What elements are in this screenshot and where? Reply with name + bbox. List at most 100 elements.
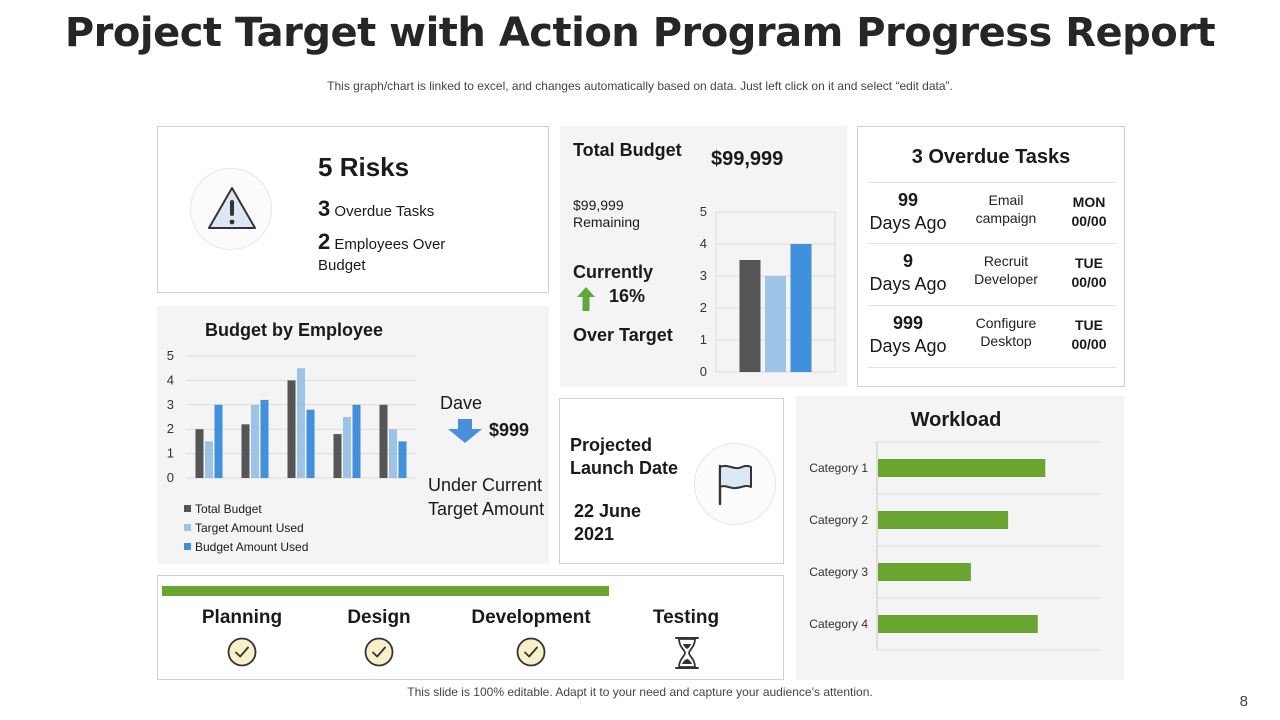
y-tick-label: 3: [700, 268, 707, 283]
days-label: Days Ago: [869, 213, 947, 233]
weekday: TUE: [1075, 255, 1103, 271]
employee-description: Under Current Target Amount: [428, 475, 545, 519]
y-tick-label: 0: [700, 364, 707, 379]
legend-budget-amount-used: Budget Amount Used: [184, 540, 308, 554]
date: 00/00: [1071, 213, 1107, 229]
overdue-task: Recruit Developer: [974, 253, 1038, 287]
overdue-days: 99 Days Ago: [868, 189, 948, 235]
risks-employees-line: 2 Employees Over Budget: [318, 231, 478, 276]
arrow-down-icon: [448, 419, 482, 443]
y-tick-label: 4: [700, 236, 707, 251]
employee-name: Dave: [440, 393, 483, 413]
warning-icon-ring: [190, 168, 272, 250]
bar: [352, 404, 361, 478]
legend-target-amount-used: Target Amount Used: [184, 521, 304, 535]
overdue-date: MON 00/00: [1058, 193, 1120, 231]
days-count: 999: [892, 313, 924, 333]
budget-bar-chart: 0 1 2 3 4 5: [700, 204, 836, 379]
days-count: 9: [902, 251, 913, 271]
bar: [195, 429, 204, 478]
bar: [205, 441, 213, 478]
bar: [260, 399, 269, 478]
phase-testing-label: Testing: [652, 607, 720, 628]
phase-development-label: Development: [471, 607, 591, 628]
bar: [287, 380, 296, 478]
risks-heading: 5 Risks: [318, 152, 409, 183]
check-icon: [227, 637, 257, 667]
bar: [878, 563, 971, 581]
total-budget-label: Total Budget: [573, 140, 682, 160]
employees-count: 2: [318, 229, 331, 254]
overdue-count: 3: [318, 196, 331, 221]
bar: [251, 404, 259, 478]
legend-total-budget: Total Budget: [184, 502, 262, 516]
y-tick-label: 2: [700, 300, 707, 315]
y-tick-label: 1: [700, 332, 707, 347]
y-tick-label: 1: [167, 446, 174, 461]
overdue-days: 9 Days Ago: [868, 250, 948, 296]
check-icon: [516, 637, 546, 667]
bar: [241, 424, 250, 478]
employee-amount: $999: [489, 420, 530, 440]
weekday: TUE: [1075, 317, 1103, 333]
arrow-up-icon: [577, 287, 595, 311]
days-label: Days Ago: [869, 336, 947, 356]
bar: [878, 459, 1046, 477]
bar: [379, 404, 388, 478]
bar: [306, 409, 315, 478]
check-icon: [364, 637, 394, 667]
bar: [343, 417, 351, 478]
risks-overdue-line: 3 Overdue Tasks: [318, 198, 518, 222]
overdue-task: Email campaign: [975, 192, 1037, 226]
overdue-row-2[interactable]: 9 Days Ago Recruit Developer TUE 00/00: [868, 244, 1116, 306]
category-label: Category 1: [809, 461, 868, 475]
phase-progress-bar: [162, 586, 609, 596]
phase-design-label: Design: [347, 607, 411, 628]
days-count: 99: [897, 190, 919, 210]
over-target-label: Over Target: [573, 325, 673, 345]
risks-count: 5: [318, 152, 333, 182]
overdue-title: 3 Overdue Tasks: [911, 146, 1071, 168]
bar: [739, 260, 761, 372]
y-tick-label: 5: [700, 204, 707, 219]
days-label: Days Ago: [869, 274, 947, 294]
overdue-row-1[interactable]: 99 Days Ago Email campaign MON 00/00: [868, 182, 1116, 244]
y-tick-label: 4: [167, 372, 174, 387]
currently-percent: 16%: [609, 286, 646, 306]
overdue-date: TUE 00/00: [1058, 254, 1120, 292]
overdue-days: 999 Days Ago: [868, 312, 948, 358]
page-title: Project Target with Action Program Progr…: [64, 10, 1216, 56]
currently-label: Currently: [573, 262, 654, 282]
bar: [878, 511, 1009, 529]
footer-text: This slide is 100% editable. Adapt it to…: [407, 685, 873, 699]
date: 00/00: [1071, 274, 1107, 290]
budget-by-employee-title: Budget by Employee: [204, 320, 384, 340]
bar: [389, 429, 397, 478]
bar: [214, 404, 223, 478]
phase-planning-label: Planning: [201, 607, 283, 628]
budget-remaining: $99,999 Remaining: [573, 197, 640, 230]
launch-date: 22 June 2021: [574, 501, 642, 544]
y-tick-label: 3: [167, 397, 174, 412]
risks-label: Risks: [339, 152, 410, 182]
y-tick-label: 5: [167, 348, 174, 363]
category-label: Category 4: [809, 617, 868, 631]
category-label: Category 2: [809, 513, 868, 527]
overdue-date: TUE 00/00: [1058, 316, 1120, 354]
warning-icon: [208, 187, 256, 229]
employees-label: Employees Over Budget: [318, 236, 446, 274]
employee-bar-chart: 0 1 2 3 4 5: [167, 348, 416, 485]
launch-label: Projected Launch Date: [570, 435, 679, 478]
page-number: 8: [1239, 693, 1248, 710]
flag-icon: [718, 464, 752, 506]
y-tick-label: 0: [167, 470, 174, 485]
workload-title: Workload: [910, 409, 1002, 431]
date: 00/00: [1071, 336, 1107, 352]
overdue-row-3[interactable]: 999 Days Ago Configure Desktop TUE 00/00: [868, 306, 1116, 368]
y-tick-label: 2: [167, 421, 174, 436]
category-label: Category 3: [809, 565, 868, 579]
bar: [765, 276, 786, 372]
bar: [398, 441, 407, 478]
weekday: MON: [1072, 194, 1106, 210]
overdue-label: Overdue Tasks: [334, 203, 435, 220]
